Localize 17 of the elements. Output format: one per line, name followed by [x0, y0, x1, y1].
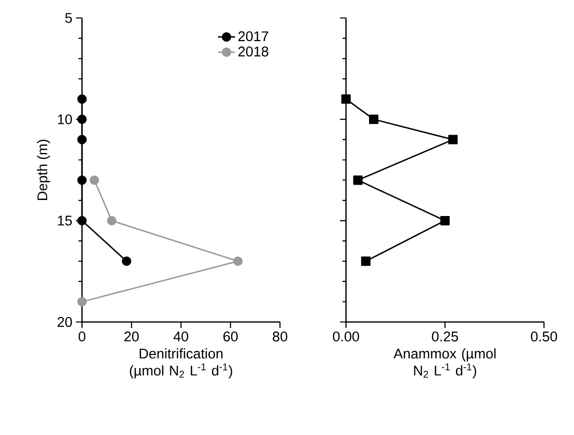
y-tick-label: 10	[58, 114, 72, 124]
y-axis-title: Depth (m)	[37, 140, 50, 200]
x-tick-label: 0	[78, 332, 86, 342]
y-tick-label: 15	[58, 216, 72, 226]
x-tick-label: 60	[223, 332, 238, 342]
y-tick-label: 5	[65, 13, 72, 23]
legend-label: 2017	[238, 31, 268, 42]
x-axis-title: Anammox (µmol N$_{2}$ L$^{-1}$ d$^{-1}$)	[394, 348, 496, 378]
y-tick-label: 20	[58, 317, 72, 327]
x-tick-label: 0.50	[530, 332, 558, 342]
legend-label: 2018	[238, 46, 268, 56]
x-tick-label: 0.00	[332, 332, 360, 342]
x-axis-title: Denitrification (µmol N$_{2}$ L$^{-1}$ d$^{-1}$)	[130, 348, 232, 378]
x-tick-label: 20	[124, 332, 139, 342]
x-tick-label: 40	[174, 332, 188, 342]
x-tick-label: 0.25	[432, 332, 458, 342]
x-tick-label: 80	[272, 332, 288, 342]
